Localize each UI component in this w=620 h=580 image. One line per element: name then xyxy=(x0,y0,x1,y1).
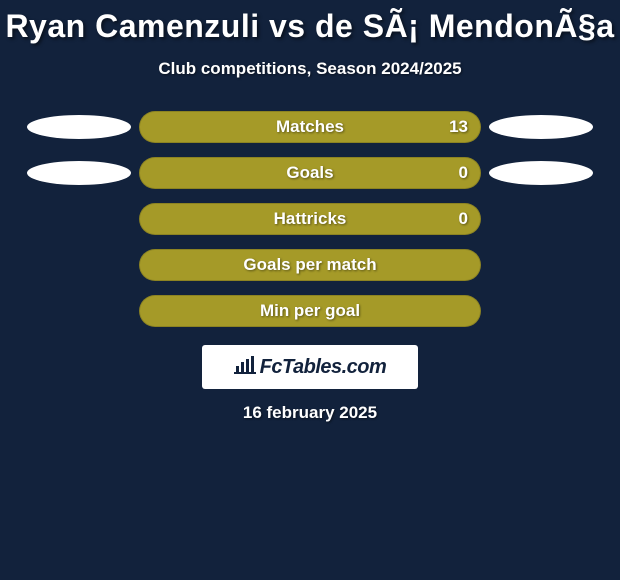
brand-text: FcTables.com xyxy=(260,356,387,379)
date-label: 16 february 2025 xyxy=(0,403,620,423)
right-ellipse-col xyxy=(481,115,601,139)
left-ellipse-col xyxy=(19,299,139,323)
right-ellipse-col xyxy=(481,253,601,277)
stat-rows: Matches 13 Goals 0 xyxy=(0,111,620,327)
stat-row: Hattricks 0 xyxy=(0,203,620,235)
stat-value: 0 xyxy=(459,209,468,229)
page-title: Ryan Camenzuli vs de SÃ¡ MendonÃ§a xyxy=(0,0,620,45)
stat-row: Goals per match xyxy=(0,249,620,281)
stat-bar: Hattricks 0 xyxy=(139,203,481,235)
left-ellipse-col xyxy=(19,253,139,277)
left-ellipse-col xyxy=(19,161,139,185)
stat-label: Hattricks xyxy=(274,209,347,229)
left-ellipse-col xyxy=(19,115,139,139)
chart-icon xyxy=(234,356,256,379)
ellipse-right xyxy=(489,161,593,185)
stat-row: Min per goal xyxy=(0,295,620,327)
stat-label: Min per goal xyxy=(260,301,360,321)
subtitle: Club competitions, Season 2024/2025 xyxy=(0,59,620,79)
left-ellipse-col xyxy=(19,207,139,231)
brand-logo: FcTables.com xyxy=(202,345,418,389)
right-ellipse-col xyxy=(481,299,601,323)
ellipse-right xyxy=(489,115,593,139)
stat-value: 13 xyxy=(449,117,468,137)
stat-value: 0 xyxy=(459,163,468,183)
stat-label: Goals per match xyxy=(243,255,376,275)
right-ellipse-col xyxy=(481,207,601,231)
stat-row: Matches 13 xyxy=(0,111,620,143)
stat-row: Goals 0 xyxy=(0,157,620,189)
ellipse-left xyxy=(27,115,131,139)
right-ellipse-col xyxy=(481,161,601,185)
stat-bar: Goals 0 xyxy=(139,157,481,189)
comparison-card: Ryan Camenzuli vs de SÃ¡ MendonÃ§a Club … xyxy=(0,0,620,580)
stat-bar: Matches 13 xyxy=(139,111,481,143)
stat-bar: Goals per match xyxy=(139,249,481,281)
stat-label: Goals xyxy=(286,163,333,183)
stat-bar: Min per goal xyxy=(139,295,481,327)
ellipse-left xyxy=(27,161,131,185)
stat-label: Matches xyxy=(276,117,344,137)
